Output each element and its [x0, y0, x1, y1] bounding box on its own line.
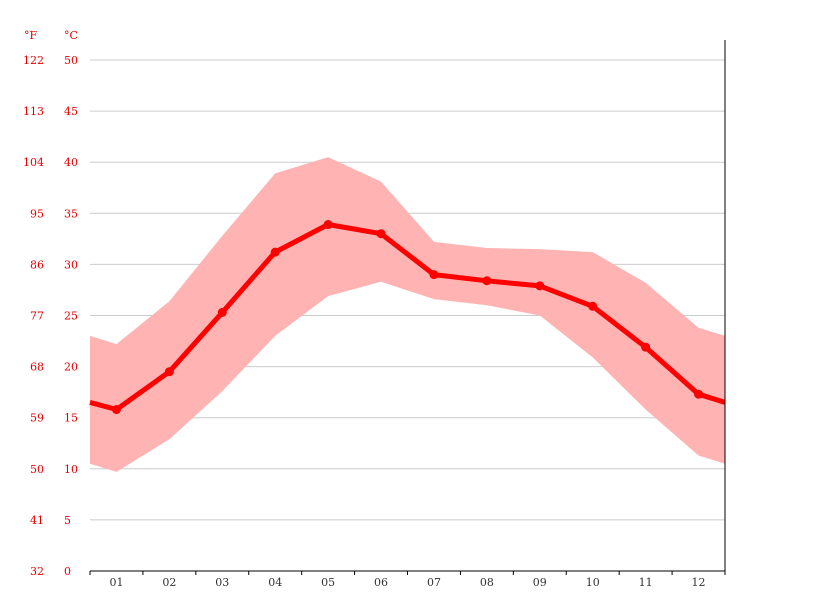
celsius-unit-label: °C [64, 29, 78, 42]
average-point-09 [535, 281, 545, 291]
tick-labels: °F °C 0 32 5 41 10 50 15 59 20 68 25 77 30 86 35 95 40 10… [23, 29, 706, 589]
x-tick-label: 10 [586, 576, 600, 589]
temperature-range-band [90, 157, 725, 472]
x-tick-label: 01 [109, 576, 123, 589]
x-tick-label: 04 [268, 576, 282, 589]
average-point-04 [270, 247, 280, 257]
y-tick-celsius: 10 [64, 463, 78, 476]
average-point-01 [111, 405, 121, 415]
y-tick-fahrenheit: 41 [30, 514, 44, 527]
y-tick-celsius: 40 [64, 156, 78, 169]
y-tick-fahrenheit: 104 [23, 156, 44, 169]
average-temperature-line [89, 222, 726, 412]
fahrenheit-unit-label: °F [24, 29, 38, 42]
average-point-02 [164, 367, 174, 377]
y-tick-fahrenheit: 50 [30, 463, 44, 476]
average-point-11 [641, 342, 651, 352]
x-tick-label: 06 [374, 576, 388, 589]
x-tick-label: 03 [215, 576, 229, 589]
y-tick-fahrenheit: 59 [30, 412, 44, 425]
y-tick-fahrenheit: 77 [30, 310, 44, 323]
y-tick-celsius: 0 [64, 565, 71, 578]
x-tick-label: 07 [427, 576, 441, 589]
average-point-03 [217, 307, 227, 317]
average-point-10 [588, 301, 598, 311]
y-tick-celsius: 35 [64, 207, 78, 220]
average-point-05 [323, 220, 333, 230]
x-tick-label: 05 [321, 576, 335, 589]
y-tick-celsius: 30 [64, 258, 78, 271]
y-tick-celsius: 25 [64, 310, 78, 323]
x-tick-label: 12 [692, 576, 706, 589]
y-tick-celsius: 45 [64, 105, 78, 118]
axes [89, 40, 726, 575]
y-tick-fahrenheit: 68 [30, 361, 44, 374]
average-point-07 [429, 270, 439, 280]
y-tick-celsius: 15 [64, 412, 78, 425]
y-tick-celsius: 5 [64, 514, 71, 527]
average-line-path [89, 222, 726, 412]
average-point-08 [482, 276, 492, 286]
min-max-range-area [90, 157, 725, 472]
average-point-06 [376, 229, 386, 239]
y-tick-fahrenheit: 86 [30, 258, 44, 271]
y-tick-fahrenheit: 32 [30, 565, 44, 578]
average-point-12 [694, 389, 704, 399]
x-tick-label: 02 [162, 576, 176, 589]
x-tick-label: 11 [639, 576, 653, 589]
y-tick-celsius: 50 [64, 54, 78, 67]
y-tick-fahrenheit: 95 [30, 207, 44, 220]
x-tick-label: 08 [480, 576, 494, 589]
x-tick-label: 09 [533, 576, 547, 589]
average-temperature-points [111, 220, 704, 415]
y-tick-fahrenheit: 113 [23, 105, 44, 118]
y-tick-celsius: 20 [64, 361, 78, 374]
y-tick-fahrenheit: 122 [23, 54, 44, 67]
